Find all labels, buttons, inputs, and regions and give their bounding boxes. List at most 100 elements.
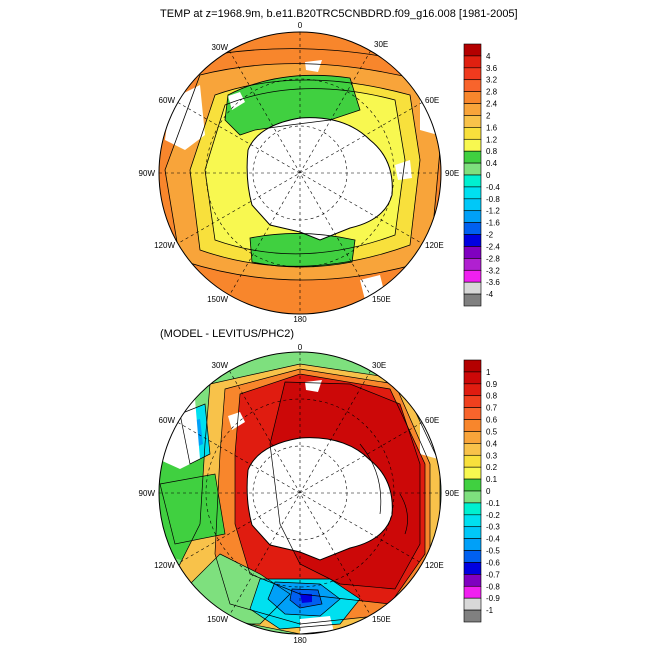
colorbar-swatch [463, 162, 482, 176]
colorbar-label: -2 [486, 231, 494, 240]
lon-label-120e: 120E [425, 561, 444, 570]
colorbar-swatch [463, 478, 482, 492]
colorbar-label: -0.9 [486, 594, 500, 603]
lon-label-180: 180 [293, 636, 307, 645]
colorbar-label: 4 [486, 52, 491, 61]
temperature-colorbar: 4 3.6 3.2 2.8 2.4 2 1.6 1.2 0.8 0.4 0 -0.4 -0.8 -1.2 -… [463, 43, 500, 307]
colorbar-swatch [463, 490, 482, 504]
polar-map-fill [159, 32, 441, 314]
colorbar-label: -0.5 [486, 547, 500, 556]
colorbar-label: -3.2 [486, 266, 500, 275]
colorbar-swatch [463, 502, 482, 516]
longitude-labels: 0 30E 60E 90E 120E 150E 180 150W 120W 90… [139, 21, 460, 324]
lon-label-150w: 150W [207, 295, 228, 304]
lon-label-0: 0 [298, 21, 303, 30]
colorbar-swatch [463, 526, 482, 539]
colorbar-label: -0.6 [486, 558, 500, 567]
difference-map-figure: 0 30E 60E 90E 120E 150E 180 150W 120W 90… [139, 343, 501, 645]
colorbar-swatch [463, 258, 482, 271]
colorbar-swatch [463, 395, 482, 408]
colorbar-label: 1.2 [486, 135, 498, 144]
colorbar-swatch [463, 293, 482, 307]
colorbar-label: 0.3 [486, 451, 498, 460]
colorbar-label: -1.6 [486, 219, 500, 228]
lon-label-150e: 150E [372, 295, 391, 304]
colorbar-label: 1.6 [486, 123, 498, 132]
colorbar-swatch [463, 79, 482, 92]
colorbar-swatch [463, 55, 482, 69]
colorbar-label: -1.2 [486, 207, 500, 216]
colorbar-swatch [463, 597, 482, 611]
colorbar-label: 0 [486, 487, 491, 496]
colorbar-label: 0 [486, 171, 491, 180]
lon-label-120w: 120W [154, 241, 175, 250]
colorbar-label: -0.4 [486, 535, 500, 544]
lon-label-90w: 90W [139, 169, 156, 178]
colorbar-swatch [463, 138, 482, 152]
colorbar-swatch [463, 371, 482, 385]
colorbar-label: -0.4 [486, 183, 500, 192]
colorbar-label: -1 [486, 606, 494, 615]
difference-colorbar: 1 0.9 0.8 0.7 0.6 0.5 0.4 0.3 0.2 0.1 0 -0.1 -0.2 -0.… [463, 359, 500, 623]
temperature-map-panel: TEMP at z=1968.9m, b.e11.B20TRC5CNBDRD.f… [0, 0, 648, 324]
colorbar-swatch [463, 103, 482, 116]
colorbar-swatch [463, 91, 482, 104]
colorbar-label: 0.5 [486, 427, 498, 436]
lon-label-90w: 90W [139, 489, 156, 498]
lon-label-60e: 60E [425, 416, 439, 425]
colorbar-label: 0.6 [486, 416, 498, 425]
colorbar-swatch [463, 43, 482, 57]
lon-label-180: 180 [293, 315, 307, 324]
difference-map-panel: (MODEL - LEVITUS/PHC2) [0, 324, 648, 648]
colorbar-swatch [463, 431, 482, 444]
colorbar-swatch [463, 222, 482, 235]
colorbar-swatch [463, 210, 482, 223]
longitude-labels: 0 30E 60E 90E 120E 150E 180 150W 120W 90… [139, 343, 460, 645]
colorbar-label: 2 [486, 111, 491, 120]
colorbar-swatch [463, 454, 482, 468]
colorbar-swatch [463, 174, 482, 188]
colorbar-swatch [463, 269, 482, 283]
colorbar-label: 3.2 [486, 76, 498, 85]
colorbar-label: -0.2 [486, 511, 500, 520]
colorbar-label: 2.8 [486, 88, 498, 97]
lon-label-60w: 60W [159, 96, 176, 105]
colorbar-swatch [463, 443, 482, 456]
colorbar-swatch [463, 234, 482, 247]
colorbar-label: -4 [486, 290, 494, 299]
colorbar-swatch [463, 246, 482, 259]
colorbar-label: 0.7 [486, 404, 498, 413]
lon-label-90e: 90E [445, 489, 459, 498]
colorbar-label: -2.4 [486, 242, 500, 251]
lon-label-120w: 120W [154, 561, 175, 570]
colorbar-swatch [463, 127, 482, 140]
lon-label-30e: 30E [374, 40, 388, 49]
colorbar-label: -0.8 [486, 195, 500, 204]
colorbar-label: 0.8 [486, 147, 498, 156]
colorbar-label: 0.9 [486, 380, 498, 389]
colorbar-swatch [463, 538, 482, 551]
colorbar-label: 0.4 [486, 159, 498, 168]
colorbar-swatch [463, 574, 482, 587]
colorbar-label: -2.8 [486, 254, 500, 263]
lon-label-150e: 150E [372, 615, 391, 624]
colorbar-swatch [463, 383, 482, 397]
colorbar-label: 2.4 [486, 100, 498, 109]
temperature-map-figure: 0 30E 60E 90E 120E 150E 180 150W 120W 90… [139, 21, 501, 324]
colorbar-label: 1 [486, 368, 491, 377]
map-title: TEMP at z=1968.9m, b.e11.B20TRC5CNBDRD.f… [160, 8, 518, 20]
colorbar-label: -0.1 [486, 499, 500, 508]
colorbar-swatch [463, 562, 482, 575]
colorbar-swatch [463, 550, 482, 563]
colorbar-swatch [463, 585, 482, 599]
colorbar-swatch [463, 359, 482, 373]
lon-label-0: 0 [298, 343, 303, 352]
colorbar-swatch [463, 150, 482, 164]
lon-label-60w: 60W [159, 416, 176, 425]
lon-label-150w: 150W [207, 615, 228, 624]
colorbar-label: 0.8 [486, 392, 498, 401]
colorbar-swatch [463, 419, 482, 432]
lon-label-120e: 120E [425, 241, 444, 250]
colorbar-swatch [463, 115, 482, 128]
colorbar-label: 0.1 [486, 475, 498, 484]
